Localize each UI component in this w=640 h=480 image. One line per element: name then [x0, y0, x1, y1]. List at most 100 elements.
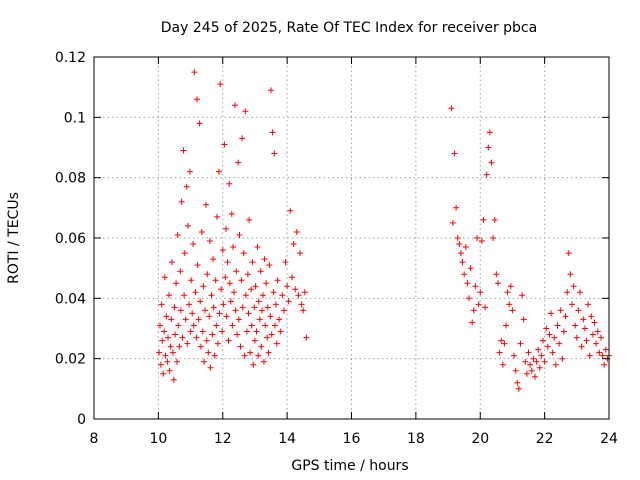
data-point	[172, 331, 179, 338]
data-point	[591, 319, 598, 326]
data-point	[258, 343, 265, 350]
data-point	[201, 358, 208, 365]
data-point	[269, 129, 276, 136]
data-point	[256, 316, 263, 323]
data-point	[523, 370, 530, 377]
data-point	[303, 334, 310, 341]
data-point	[295, 292, 302, 299]
data-point	[197, 343, 204, 350]
data-point	[227, 298, 234, 305]
data-point	[268, 87, 274, 94]
x-tick-label: 18	[407, 431, 425, 447]
data-point	[570, 283, 577, 290]
data-point	[289, 274, 295, 281]
data-point	[165, 334, 171, 341]
data-point	[235, 316, 242, 323]
data-point	[565, 250, 572, 257]
data-point	[514, 379, 521, 386]
chart-title: Day 245 of 2025, Rate Of TEC Index for r…	[161, 20, 537, 36]
y-tick-labels: 0 0.02 0.04 0.06 0.08 0.1 0.12	[55, 50, 86, 428]
data-point	[200, 283, 207, 290]
data-point	[228, 210, 235, 217]
data-point	[470, 307, 477, 314]
data-point	[580, 316, 587, 323]
data-point	[567, 271, 574, 278]
data-point	[196, 120, 203, 127]
data-point	[490, 235, 497, 241]
data-point	[190, 322, 197, 329]
data-point	[533, 358, 540, 365]
data-point	[496, 349, 503, 356]
data-point	[491, 216, 498, 223]
data-point	[577, 289, 583, 296]
data-point	[253, 328, 260, 335]
data-point	[168, 316, 175, 323]
data-point	[254, 244, 261, 250]
data-point	[239, 135, 246, 142]
data-point	[530, 355, 537, 362]
data-point	[177, 307, 184, 314]
x-tick-label: 10	[149, 431, 167, 447]
data-point	[569, 301, 575, 308]
data-point	[249, 259, 256, 266]
data-point	[262, 322, 269, 329]
data-point	[485, 144, 492, 151]
data-point	[493, 271, 500, 278]
data-point	[234, 331, 241, 338]
data-point	[301, 289, 308, 296]
data-point	[511, 352, 517, 359]
data-point	[164, 358, 171, 365]
data-point	[267, 313, 274, 320]
data-point	[482, 304, 489, 311]
data-point	[551, 334, 558, 341]
data-point	[456, 241, 463, 247]
data-point	[210, 304, 217, 311]
y-tick-label: 0.04	[55, 291, 86, 307]
data-point	[543, 325, 550, 332]
data-point	[252, 283, 259, 290]
data-point	[583, 337, 590, 344]
data-point	[259, 307, 265, 314]
data-point	[175, 322, 182, 329]
data-point	[233, 268, 240, 275]
y-tick-label: 0.08	[55, 171, 86, 187]
data-point	[486, 129, 493, 136]
data-point	[578, 343, 585, 350]
data-point	[549, 349, 556, 356]
data-point	[276, 316, 283, 323]
data-point	[586, 352, 593, 359]
data-point	[223, 313, 230, 320]
data-point	[177, 268, 184, 275]
data-point	[158, 301, 165, 308]
data-point	[483, 171, 490, 178]
data-point	[219, 247, 226, 254]
data-points	[156, 69, 612, 392]
data-point	[242, 292, 249, 299]
data-point	[204, 271, 211, 278]
data-point	[214, 213, 220, 220]
data-point	[156, 349, 162, 356]
data-point	[241, 352, 248, 359]
data-point	[232, 102, 238, 109]
data-point	[279, 292, 286, 299]
data-point	[454, 235, 461, 241]
data-point	[560, 328, 567, 335]
data-point	[255, 298, 262, 305]
data-point	[522, 358, 529, 365]
data-point	[535, 346, 542, 353]
data-point	[532, 373, 538, 380]
data-point	[212, 277, 219, 284]
data-point	[573, 334, 580, 341]
data-point	[194, 262, 201, 269]
data-point	[194, 96, 200, 103]
data-point	[160, 370, 167, 377]
data-point	[218, 286, 225, 293]
data-point	[488, 159, 495, 166]
data-point	[469, 319, 476, 326]
data-point	[457, 250, 464, 257]
data-point	[462, 244, 469, 250]
data-point	[215, 168, 222, 175]
data-point	[189, 310, 196, 317]
data-point	[285, 298, 292, 305]
data-point	[538, 352, 545, 359]
